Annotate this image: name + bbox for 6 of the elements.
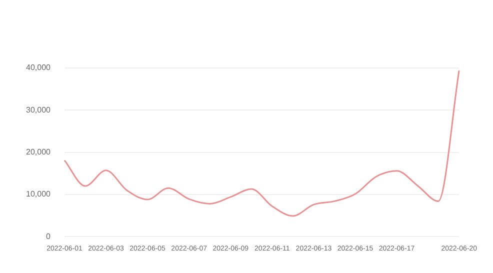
y-tick-label: 30,000 — [26, 105, 52, 114]
y-tick-label: 0 — [46, 232, 52, 241]
y-tick-label: 40,000 — [26, 63, 52, 72]
y-tick-label: 20,000 — [26, 148, 52, 157]
line-series — [64, 70, 460, 217]
y-tick-label: 10,000 — [26, 190, 52, 199]
